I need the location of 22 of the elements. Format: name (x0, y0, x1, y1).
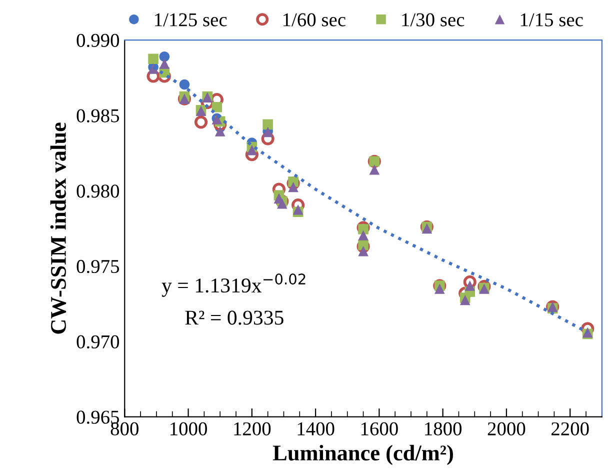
x-tick-label: 1400 (298, 422, 334, 436)
legend-label: 1/15 sec (520, 13, 583, 26)
annotation: R² = 0.9335 (185, 310, 284, 325)
annotation: y = 1.1319x$^{−0.02}$ (162, 274, 306, 297)
x-tick-label: 1800 (425, 422, 462, 436)
y-tick-label: 0.980 (76, 184, 120, 198)
x-tick-label: 800 (110, 422, 138, 436)
x-tick-label: 1600 (361, 422, 398, 436)
x-tick-label: 1200 (234, 422, 271, 436)
legend-label: 1/30 sec (402, 13, 464, 26)
x-tick-label: 2000 (488, 422, 526, 436)
y-tick-label: 0.975 (76, 260, 120, 274)
y-tick-label: 0.990 (76, 34, 120, 48)
y-axis-title: CW-SSIM index value (50, 122, 66, 334)
legend-label: 1/60 sec (283, 13, 346, 26)
y-tick-label: 0.970 (76, 335, 120, 348)
x-tick-label: 1000 (170, 422, 207, 436)
x-axis-title: Luminance (cd/m²) (272, 444, 453, 466)
legend-label: 1/125 sec (155, 13, 227, 26)
y-tick-label: 0.985 (76, 109, 120, 122)
x-tick-label: 2200 (552, 422, 589, 436)
y-tick-label: 0.965 (76, 410, 120, 424)
